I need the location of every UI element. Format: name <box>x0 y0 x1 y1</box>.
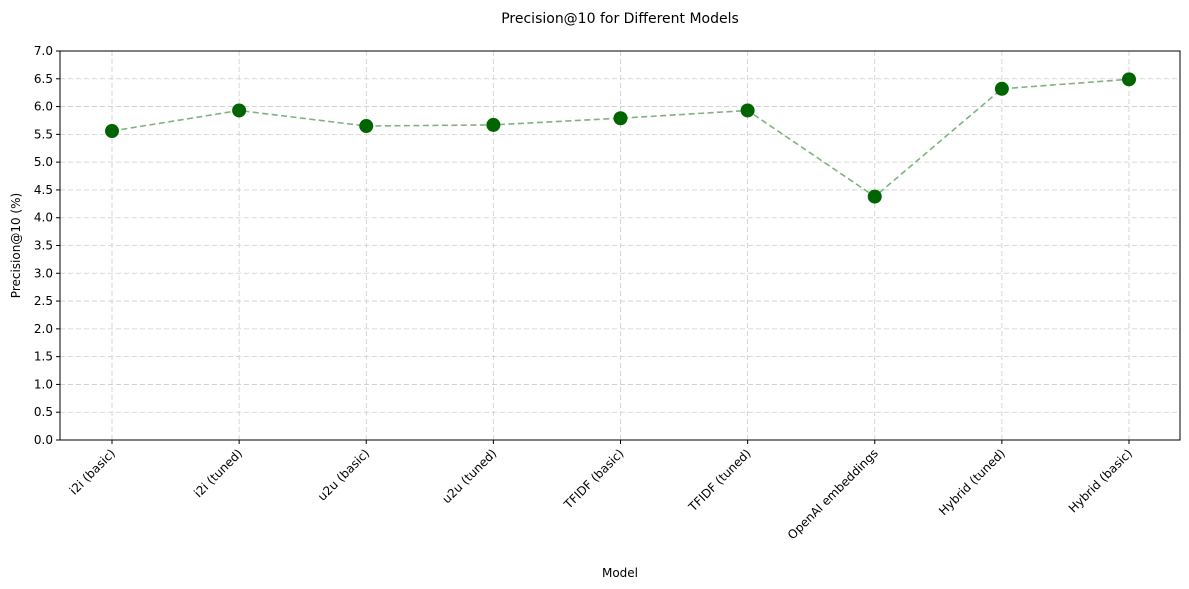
y-tick-label: 2.5 <box>34 294 53 308</box>
x-axis: i2i (basic) i2i (tuned) u2u (basic) u2u (tu… <box>67 440 1135 542</box>
y-tick-label: 4.5 <box>34 183 53 197</box>
y-tick-label: 1.0 <box>34 377 53 391</box>
x-tick-label: i2i (tuned) <box>191 446 245 500</box>
data-point <box>994 81 1009 96</box>
data-point <box>613 111 628 126</box>
x-tick-label: u2u (basic) <box>315 446 372 503</box>
y-tick-label: 5.0 <box>34 155 53 169</box>
y-axis-label: Precision@10 (%) <box>9 193 23 298</box>
data-point <box>359 119 374 134</box>
y-tick-label: 7.0 <box>34 44 53 58</box>
x-axis-label: Model <box>602 566 638 580</box>
y-tick-label: 2.0 <box>34 322 53 336</box>
y-axis: 0.0 0.5 1.0 1.5 2.0 2.5 3.0 3.5 4.0 4.5 5.0 5.5 6.0 6… <box>34 44 60 447</box>
y-tick-label: 0.5 <box>34 405 53 419</box>
series-line <box>111 78 1130 198</box>
y-tick-label: 0.0 <box>34 433 53 447</box>
x-tick-label: u2u (tuned) <box>439 446 499 506</box>
data-point <box>867 189 882 204</box>
data-point <box>105 124 119 139</box>
x-tick-label: TFIDF (basic) <box>561 446 627 512</box>
y-tick-label: 3.0 <box>34 266 53 280</box>
y-tick-label: 5.5 <box>34 127 53 141</box>
x-tick-label: Hybrid (tuned) <box>936 446 1008 518</box>
y-tick-label: 4.0 <box>34 211 53 225</box>
y-tick-label: 6.0 <box>34 100 53 114</box>
y-tick-label: 1.5 <box>34 350 53 364</box>
y-tick-label: 6.5 <box>34 72 53 86</box>
grid <box>60 50 1180 441</box>
chart-title: Precision@10 for Different Models <box>501 11 739 27</box>
x-tick-label: TFIDF (tuned) <box>685 446 754 515</box>
x-tick-label: OpenAI embeddings <box>785 446 881 542</box>
y-tick-label: 3.5 <box>34 239 53 253</box>
data-point <box>740 103 755 118</box>
x-tick-label: Hybrid (basic) <box>1066 446 1135 515</box>
data-points <box>105 72 1136 204</box>
data-point <box>1122 72 1136 87</box>
data-point <box>232 103 247 118</box>
x-tick-label: i2i (basic) <box>67 446 118 497</box>
data-point <box>486 117 501 132</box>
plot-frame <box>59 50 1181 441</box>
